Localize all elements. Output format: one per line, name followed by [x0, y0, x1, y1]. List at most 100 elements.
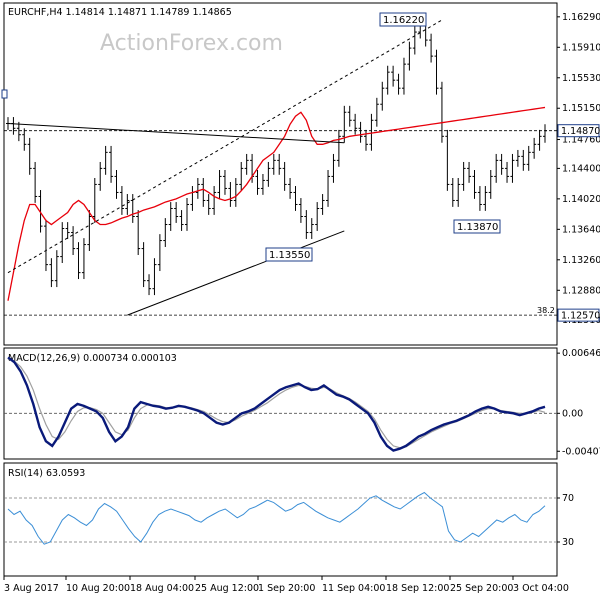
price-bar — [222, 169, 227, 195]
price-plot-area — [4, 16, 557, 316]
support-level-badge — [557, 308, 600, 322]
price-bar — [429, 33, 434, 63]
price-bar — [472, 169, 477, 199]
price-bar — [336, 129, 341, 167]
rsi-axis: 70 30 — [557, 493, 574, 548]
price-bar — [385, 65, 390, 95]
support-level-badge-label: 1.12570 — [561, 311, 600, 322]
price-panel: EURCHF,H4 1.14814 1.14871 1.14789 1.1486… — [1, 2, 600, 346]
price-bar — [515, 149, 520, 167]
price-bar — [401, 57, 406, 95]
price-bar — [114, 169, 119, 199]
price-bar — [157, 234, 162, 272]
price-bar — [130, 194, 135, 223]
price-bar — [532, 137, 537, 159]
price-bar — [71, 226, 76, 255]
price-bar — [288, 178, 293, 199]
annotation-label: 1.16220 — [383, 15, 424, 26]
time-tick-label: 25 Sep 20:00 — [450, 583, 513, 594]
price-bar — [271, 153, 276, 175]
price-bar — [309, 218, 314, 239]
price-bar — [277, 153, 282, 175]
price-bar — [16, 121, 21, 142]
annotation-label: 1.13870 — [457, 222, 498, 233]
price-bar — [488, 169, 493, 199]
price-bar — [445, 129, 450, 191]
price-bar — [152, 258, 157, 296]
price-bar — [33, 161, 38, 203]
rsi-line — [7, 491, 546, 545]
price-bar — [456, 178, 461, 207]
price-bar — [543, 124, 547, 143]
price-tick-label: 1.16290 — [562, 12, 600, 23]
price-bar — [43, 219, 48, 272]
macd-panel: MACD(12,26,9) 0.000734 0.000103 0.006462… — [3, 347, 600, 460]
macd-tick-label: 0.00 — [562, 408, 583, 419]
price-bar — [282, 161, 287, 191]
price-tick-label: 1.14760 — [562, 135, 600, 146]
time-tick-label: 1 Sep 20:00 — [258, 583, 315, 594]
price-bar — [136, 210, 141, 255]
price-bar — [526, 145, 531, 171]
price-bar — [374, 97, 379, 127]
price-bar — [298, 198, 303, 223]
time-tick-label: 18 Sep 12:00 — [386, 583, 449, 594]
price-bar — [391, 65, 396, 87]
moving-average-line — [7, 106, 546, 301]
price-bar — [483, 186, 488, 211]
price-tick-label: 1.13640 — [562, 224, 600, 235]
price-bar — [27, 137, 32, 175]
price-tick-label: 1.14020 — [562, 194, 600, 205]
left-edge-marker — [1, 89, 8, 99]
price-bar — [326, 169, 331, 207]
current-price-badge-label: 1.14870 — [561, 126, 600, 137]
annotation-box — [265, 247, 313, 262]
annotation-box — [379, 12, 427, 27]
annotation-box — [453, 219, 501, 234]
price-bar — [185, 198, 189, 231]
time-axis: 3 Aug 2017 10 Aug 20:00 18 Aug 04:00 25 Aug… — [3, 576, 569, 594]
macd-tick-label: -0.004076 — [562, 446, 600, 457]
rsi-panel: RSI(14) 63.0593 70 30 — [3, 462, 574, 577]
price-bar — [98, 161, 103, 191]
trendline — [7, 122, 345, 144]
price-bar — [147, 274, 152, 296]
rsi-tick-label: 70 — [562, 493, 574, 504]
price-bar — [81, 238, 86, 280]
time-tick-label: 11 Sep 04:00 — [322, 583, 385, 594]
price-bar — [293, 186, 298, 211]
price-bar — [233, 178, 238, 207]
price-bar — [353, 113, 358, 135]
price-bar — [510, 153, 515, 183]
price-bar — [467, 161, 472, 183]
rsi-tick-label: 30 — [562, 537, 574, 548]
price-bar — [358, 121, 363, 143]
price-bar — [87, 210, 92, 251]
price-bar — [168, 202, 173, 231]
symbol-header: EURCHF,H4 1.14814 1.14871 1.14789 1.1486… — [8, 7, 232, 18]
price-bar — [407, 41, 412, 71]
price-bar — [494, 153, 499, 183]
price-bar — [92, 178, 97, 223]
price-bar — [505, 161, 510, 183]
price-bar — [260, 174, 265, 195]
price-bar — [239, 161, 244, 191]
time-tick-label: 3 Aug 2017 — [4, 583, 59, 594]
time-tick-label: 10 Aug 20:00 — [66, 583, 130, 594]
rsi-plot-area — [4, 491, 557, 545]
price-bar — [65, 222, 70, 239]
price-bar — [537, 129, 542, 151]
fib-level-label: 38.2 — [537, 306, 555, 315]
price-tick-label: 1.15150 — [562, 103, 600, 114]
price-bar — [347, 105, 352, 127]
price-bar — [521, 149, 526, 171]
price-bar — [244, 153, 249, 175]
price-bar — [315, 202, 320, 231]
price-bar — [266, 161, 271, 187]
annotation-badge: 1.16220 — [379, 12, 427, 27]
price-bar — [212, 186, 217, 215]
rsi-label: RSI(14) 63.0593 — [8, 468, 85, 479]
price-bar — [320, 194, 325, 215]
price-bar — [477, 186, 482, 211]
